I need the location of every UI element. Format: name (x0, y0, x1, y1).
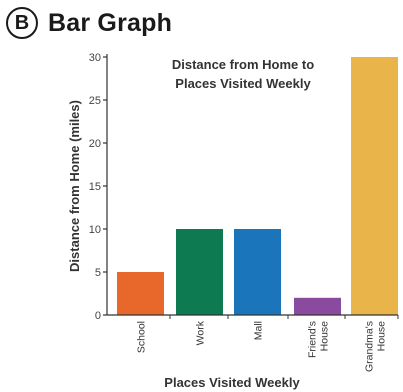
figure-header: B Bar Graph (6, 5, 172, 41)
y-tick-label: 20 (89, 138, 101, 150)
bar (117, 272, 164, 315)
x-axis-label: Places Visited Weekly (164, 375, 300, 390)
y-tick-label: 25 (89, 95, 101, 107)
y-tick-label: 10 (89, 224, 101, 236)
y-tick-label: 15 (89, 181, 101, 193)
x-tick-label: House (376, 321, 388, 352)
y-tick-label: 5 (95, 267, 101, 279)
panel-heading: Bar Graph (48, 8, 173, 37)
x-tick-label: School (136, 321, 148, 353)
y-tick-label: 0 (95, 310, 101, 322)
y-tick-label: 30 (89, 52, 101, 64)
bar (176, 229, 223, 315)
x-tick-label: Grandma's (364, 321, 376, 372)
x-tick-label: Mall (253, 321, 265, 340)
bar (351, 57, 398, 315)
chart-title: Places Visited Weekly (175, 76, 311, 91)
bar (294, 297, 341, 315)
bar (234, 229, 281, 315)
panel-badge: B (6, 7, 38, 39)
y-axis-label: Distance from Home (miles) (67, 100, 82, 272)
x-tick-label: Work (195, 320, 207, 345)
chart-title: Distance from Home to (172, 57, 314, 72)
x-tick-label: Friend's (307, 321, 319, 358)
x-tick-label: House (319, 321, 331, 352)
